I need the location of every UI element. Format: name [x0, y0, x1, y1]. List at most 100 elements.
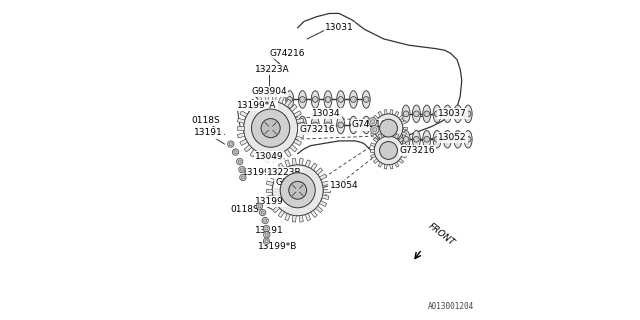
Ellipse shape: [349, 116, 357, 134]
Polygon shape: [296, 133, 304, 138]
Polygon shape: [316, 168, 323, 175]
Polygon shape: [294, 139, 301, 146]
Circle shape: [240, 174, 246, 181]
Ellipse shape: [454, 105, 462, 123]
Ellipse shape: [402, 131, 410, 148]
Text: 13054: 13054: [330, 181, 358, 190]
Polygon shape: [390, 109, 393, 114]
Text: 13223B: 13223B: [268, 168, 302, 177]
Circle shape: [455, 111, 461, 117]
Polygon shape: [378, 111, 383, 116]
Circle shape: [265, 240, 268, 243]
Circle shape: [325, 97, 331, 102]
Ellipse shape: [444, 105, 451, 123]
Text: 13191: 13191: [255, 226, 284, 235]
Polygon shape: [266, 195, 273, 200]
Ellipse shape: [337, 116, 345, 134]
Text: G74216: G74216: [352, 120, 387, 130]
Polygon shape: [290, 145, 297, 152]
Circle shape: [369, 118, 377, 126]
Polygon shape: [395, 140, 399, 145]
Text: 13037: 13037: [438, 109, 467, 118]
Circle shape: [413, 111, 419, 117]
Ellipse shape: [298, 116, 307, 134]
Circle shape: [262, 217, 268, 224]
Circle shape: [434, 136, 440, 142]
Circle shape: [371, 120, 374, 124]
Polygon shape: [373, 115, 378, 120]
Polygon shape: [298, 126, 305, 130]
Text: G73216: G73216: [300, 125, 335, 134]
Circle shape: [371, 125, 379, 134]
Polygon shape: [399, 138, 404, 142]
Ellipse shape: [362, 91, 370, 108]
Circle shape: [364, 122, 369, 128]
Polygon shape: [373, 159, 378, 164]
Polygon shape: [390, 132, 393, 137]
Polygon shape: [370, 127, 374, 129]
Text: 13199*A: 13199*A: [255, 197, 294, 206]
Polygon shape: [401, 143, 406, 147]
Text: FRONT: FRONT: [427, 221, 456, 248]
Ellipse shape: [423, 131, 431, 148]
Circle shape: [261, 211, 264, 214]
Polygon shape: [266, 188, 272, 192]
Ellipse shape: [412, 131, 420, 148]
Polygon shape: [278, 153, 284, 160]
Circle shape: [264, 219, 267, 222]
Circle shape: [229, 142, 232, 146]
Polygon shape: [257, 153, 262, 160]
Text: 13052: 13052: [438, 133, 467, 142]
Circle shape: [300, 122, 305, 128]
Polygon shape: [390, 164, 393, 169]
Ellipse shape: [337, 91, 345, 108]
Circle shape: [232, 149, 239, 155]
Polygon shape: [370, 149, 374, 152]
Circle shape: [244, 101, 298, 155]
Text: 13049: 13049: [255, 152, 284, 161]
Circle shape: [265, 233, 268, 236]
Polygon shape: [399, 136, 404, 141]
Polygon shape: [250, 149, 257, 157]
Text: 0118S: 0118S: [231, 205, 260, 214]
Circle shape: [287, 122, 292, 128]
Circle shape: [256, 203, 262, 209]
Circle shape: [287, 97, 292, 102]
Polygon shape: [290, 104, 297, 112]
Polygon shape: [401, 154, 406, 158]
Polygon shape: [316, 206, 323, 213]
Ellipse shape: [433, 105, 441, 123]
Polygon shape: [395, 134, 399, 139]
Circle shape: [289, 181, 307, 199]
Circle shape: [228, 141, 234, 147]
Polygon shape: [269, 174, 276, 180]
Text: 13199*B: 13199*B: [258, 242, 297, 251]
Ellipse shape: [298, 91, 307, 108]
Polygon shape: [384, 109, 387, 114]
Polygon shape: [322, 195, 329, 200]
Circle shape: [312, 97, 318, 102]
Ellipse shape: [402, 105, 410, 123]
Polygon shape: [285, 160, 291, 167]
Text: G93904: G93904: [252, 87, 287, 96]
Text: A013001204: A013001204: [428, 302, 474, 311]
Text: 13031: 13031: [324, 23, 353, 32]
Text: G93904: G93904: [275, 178, 311, 187]
Text: 13199*A: 13199*A: [237, 101, 276, 110]
Circle shape: [380, 141, 397, 159]
Circle shape: [265, 227, 268, 230]
Polygon shape: [378, 140, 383, 145]
Ellipse shape: [412, 105, 420, 123]
Ellipse shape: [433, 131, 441, 148]
Polygon shape: [384, 132, 387, 137]
Polygon shape: [250, 99, 257, 107]
Polygon shape: [240, 111, 248, 117]
Ellipse shape: [464, 105, 472, 123]
Circle shape: [258, 204, 261, 208]
Circle shape: [263, 238, 269, 244]
Polygon shape: [272, 94, 276, 101]
Ellipse shape: [324, 116, 332, 134]
Circle shape: [234, 150, 237, 154]
Circle shape: [338, 97, 344, 102]
Polygon shape: [319, 201, 326, 207]
